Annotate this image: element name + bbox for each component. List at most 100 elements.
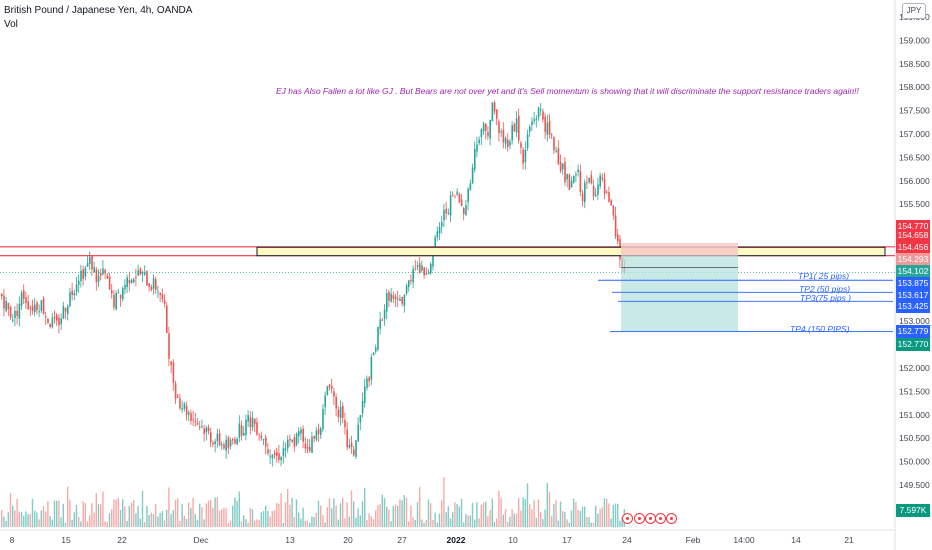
volume-bar	[117, 497, 119, 527]
volume-bar	[38, 519, 40, 527]
volume-bar	[370, 516, 372, 527]
candle-body	[260, 435, 263, 439]
volume-bars	[1, 477, 625, 527]
candle-body	[403, 294, 406, 306]
candle-body	[256, 422, 258, 435]
candle-body	[190, 413, 192, 422]
candle-body	[249, 417, 252, 428]
candle-body	[185, 405, 188, 415]
volume-bar	[621, 517, 623, 527]
candle-body	[29, 307, 32, 309]
volume-bar	[311, 516, 313, 527]
volume-bar	[313, 516, 315, 527]
candle-body	[436, 231, 439, 238]
volume-bar	[368, 513, 370, 527]
volume-bar	[95, 493, 97, 527]
currency-badge[interactable]: JPY	[902, 3, 926, 19]
candle-body	[320, 428, 322, 435]
x-tick-label: 17	[562, 535, 572, 545]
candle-body	[445, 208, 447, 214]
candle-body	[1, 293, 3, 297]
volume-bar	[579, 511, 581, 527]
volume-bar	[540, 512, 542, 527]
volume-bar	[509, 516, 511, 527]
candle-body	[12, 319, 14, 321]
candle-body	[20, 292, 23, 306]
candle-body	[361, 400, 364, 414]
candle-body	[548, 120, 551, 135]
volume-bar	[229, 520, 232, 527]
tp3-label[interactable]: TP3(75 pips )	[800, 293, 852, 303]
volume-bar	[584, 506, 586, 527]
candle-body	[196, 423, 199, 425]
volume-bar	[67, 486, 69, 527]
candle-body	[557, 148, 560, 164]
volume-bar	[159, 512, 161, 527]
volume-bar	[102, 491, 104, 527]
volume-bar	[581, 506, 584, 527]
volume-bar	[471, 502, 474, 527]
candle-body	[559, 162, 562, 171]
volume-bar	[130, 502, 133, 527]
tp2-label[interactable]: TP2 (50 pips)	[799, 284, 851, 294]
volume-bar	[69, 500, 71, 527]
volume-bar	[599, 509, 601, 527]
take-profit-zone[interactable]	[621, 255, 738, 332]
volume-bar	[170, 514, 172, 527]
candle-body	[216, 433, 219, 442]
tp1-label[interactable]: TP1( 25 pips)	[798, 271, 850, 281]
stop-loss-zone[interactable]	[621, 243, 738, 256]
volume-bar	[544, 509, 546, 527]
candle-body	[106, 275, 109, 279]
volume-indicator-label[interactable]: Vol	[4, 19, 18, 30]
volume-bar	[269, 516, 271, 527]
candle-body	[377, 327, 379, 350]
candle-body	[108, 276, 111, 290]
candle-body	[590, 175, 593, 184]
candle-body	[570, 180, 573, 188]
volume-bar	[45, 511, 47, 527]
event-marker-icon[interactable]	[655, 513, 666, 524]
support-resistance-zone[interactable]	[256, 246, 886, 257]
tp4-label[interactable]: TP4 (150 PIPS)	[790, 324, 850, 334]
volume-bar	[474, 519, 476, 527]
symbol-title[interactable]: British Pound / Japanese Yen, 4h, OANDA	[4, 5, 193, 16]
candle-body	[95, 269, 98, 283]
candle-body	[14, 310, 16, 319]
volume-bar	[20, 512, 23, 527]
candle-body	[45, 316, 47, 318]
candle-body	[562, 163, 564, 170]
volume-bar	[141, 490, 144, 527]
candle-body	[128, 279, 131, 284]
volume-bar	[441, 500, 443, 527]
chart-annotation[interactable]: EJ has Also Fallen a lot like GJ . But B…	[276, 86, 859, 96]
volume-bar	[551, 516, 553, 527]
volume-bar	[71, 519, 73, 527]
volume-bar	[23, 515, 25, 527]
candle-body	[498, 121, 500, 134]
volume-value-tag: 7.597K	[896, 504, 930, 517]
event-marker-icon[interactable]	[622, 513, 633, 524]
candle-body	[126, 277, 128, 287]
y-tick-label: 156.000	[899, 176, 930, 186]
volume-bar	[75, 504, 78, 527]
volume-bar	[348, 516, 350, 527]
candle-body	[463, 208, 465, 214]
event-marker-icon[interactable]	[666, 513, 677, 524]
candle-body	[135, 276, 137, 279]
candle-body	[75, 284, 78, 292]
candle-body	[443, 210, 445, 221]
volume-bar	[577, 509, 579, 527]
y-tick-label: 151.500	[899, 386, 930, 396]
candle-body	[183, 403, 186, 409]
x-tick-label: 13	[285, 535, 295, 545]
candle-body	[203, 428, 205, 434]
candle-body	[551, 134, 553, 136]
event-marker-icon[interactable]	[634, 513, 645, 524]
candle-body	[386, 292, 388, 312]
volume-bar	[62, 503, 64, 527]
volume-bar	[562, 511, 564, 527]
candle-body	[64, 307, 67, 312]
